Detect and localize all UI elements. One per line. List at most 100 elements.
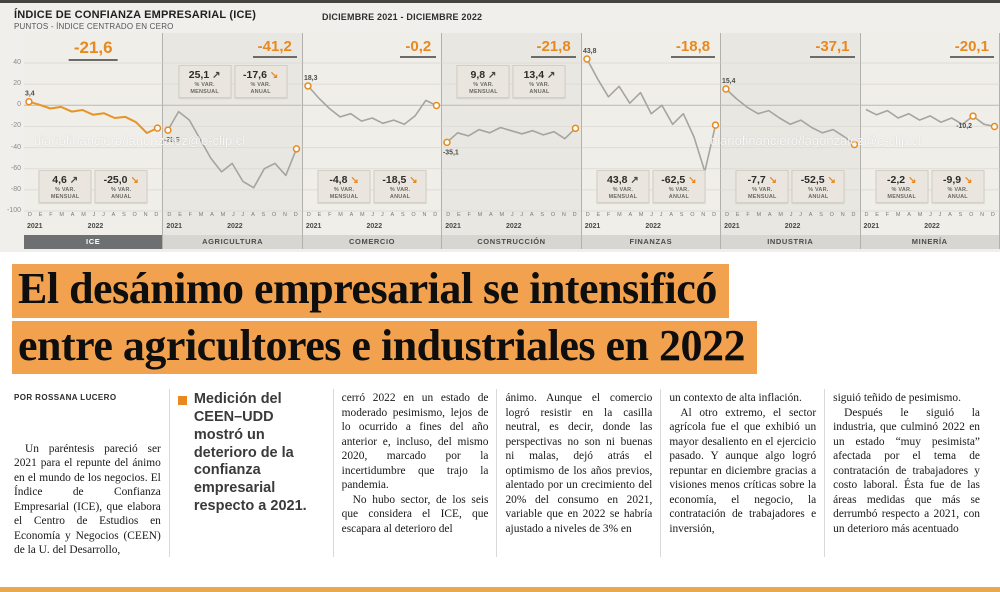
stat-value: -25,0 ↘ [103,174,139,186]
stat-label: % VAR. [668,187,690,193]
bottom-strip [0,587,1000,592]
sector-sparkline: 18,3 [302,62,442,212]
stat-box: -9,9 ↘% VAR. ANUAL [931,170,985,203]
stat-value: -2,2 ↘ [887,174,917,186]
article-column: cerró 2022 en un estado de moderado pesi… [332,389,497,558]
y-axis-tick: -80 [10,185,21,193]
year-label: 2021 [305,223,322,230]
svg-text:18,3: 18,3 [304,75,318,82]
sector-tab-finanzas: FINANZAS [581,235,721,249]
svg-text:15,4: 15,4 [722,78,736,85]
article-paragraph: ánimo. Aunque el comercio logró resistir… [505,392,653,535]
stat-value: 43,8 ↗ [607,174,639,186]
stat-label: MENSUAL [329,194,359,200]
year-label: 2021 [445,223,461,230]
stat-value: -17,6 ↘ [243,69,279,81]
article-paragraph: siguió teñido de pesimismo. [833,392,961,405]
variation-boxes: 43,8 ↗% VAR. MENSUAL -62,5 ↘% VAR. ANUAL [596,170,706,203]
article-paragraph: Un paréntesis pareció ser 2021 para el r… [14,442,161,556]
y-axis-tick: 40 [13,59,21,66]
bullet-square-icon [177,396,187,406]
year-label: 2021 [724,223,740,230]
down-arrow-icon: ↘ [964,175,973,186]
chart-title: ÍNDICE DE CONFIANZA EMPRESARIAL (ICE) [14,9,257,21]
stat-label: % VAR. [808,187,829,193]
svg-text:3,4: 3,4 [25,91,35,98]
stat-label: ANUAL [529,89,550,95]
chart-panel-ice: -21,6 3,4 4,6 ↗% VAR. MENSUAL -25,0 ↘% VAR. A… [24,33,163,249]
article-columns: POR ROSSANA LUCERO Un paréntesis pareció … [0,383,1000,558]
y-axis: 40 20 0 -20 -40 -60 -80 -100 [0,33,24,249]
y-axis-tick: 20 [13,80,21,88]
article-paragraph: cerró 2022 en un estado de moderado pesi… [341,392,489,492]
stat-label: % VAR. [891,187,912,193]
sector-tab-comercio: COMERCIO [302,235,442,249]
down-arrow-icon: ↘ [768,175,778,186]
headline-line1: El desánimo empresarial se intensificó [12,264,729,318]
article-paragraph: Al otro extremo, el sector agrícola fue … [669,406,817,535]
down-arrow-icon: ↘ [350,175,359,186]
article-column: POR ROSSANA LUCERO Un paréntesis pareció … [12,389,169,557]
sector-latest-value: -20,1 [949,38,994,58]
stat-value: -52,5 ↘ [800,174,836,186]
stat-box: -7,7 ↘% VAR. MENSUAL [735,170,789,203]
stat-label: MENSUAL [50,194,80,200]
stat-box: -17,6 ↘% VAR. ANUAL [234,65,288,98]
down-arrow-icon: ↘ [409,175,418,186]
stat-box: -62,5 ↘% VAR. ANUAL [652,170,706,203]
stat-label: % VAR. [55,187,76,193]
variation-boxes: -2,2 ↘% VAR. MENSUAL -9,9 ↘% VAR. ANUAL [875,170,985,203]
variation-boxes: -4,8 ↘% VAR. MENSUAL -18,5 ↘% VAR. ANUAL [317,170,427,203]
article-paragraph: un contexto de alta inflación. [669,392,802,405]
callout: Medición del CEEN–UDD mostró un deterior… [177,391,325,515]
down-arrow-icon: ↘ [130,175,139,186]
chart-panel-minería: -20,1 -10,2 -2,2 ↘% VAR. MENSUAL -9,9 ↘% VAR… [859,33,1000,249]
sector-tab-minería: MINERÍA [860,235,999,249]
stat-value: 13,4 ↗ [523,69,556,81]
article-column: un contexto de alta inflación. Al otro ex… [660,389,824,558]
down-arrow-icon: ↘ [269,70,279,81]
sector-tab-industria: INDUSTRIA [721,235,860,249]
callout-text: Medición del CEEN–UDD mostró un deterior… [193,391,307,514]
stat-box: 4,6 ↗% VAR. MENSUAL [38,170,92,203]
stat-value: 4,6 ↗ [52,174,79,186]
stat-label: % VAR. [111,187,132,193]
year-label: 2022 [784,223,801,230]
svg-text:-10,2: -10,2 [956,123,972,130]
stat-value: -18,5 ↘ [382,174,418,186]
stat-label: MENSUAL [190,89,219,95]
svg-text:-23,5: -23,5 [164,137,180,144]
sector-sparkline: -35,1 [442,62,581,212]
year-label: 2022 [645,223,661,230]
article-column: siguió teñido de pesimismo. Después le si… [824,389,988,558]
stat-label: % VAR. [194,82,215,88]
variation-boxes: 9,8 ↗% VAR. MENSUAL 13,4 ↗% VAR. ANUAL [456,65,566,98]
up-arrow-icon: ↗ [630,175,639,186]
stat-label: ANUAL [668,194,690,200]
article-column: ánimo. Aunque el comercio logró resistir… [496,389,660,558]
year-label: 2022 [227,223,243,230]
svg-text:-35,1: -35,1 [443,149,459,156]
y-axis-tick: 0 [17,101,21,109]
stat-box: 43,8 ↗% VAR. MENSUAL [596,170,650,203]
chart-panel-construcción: -21,8 -35,1 9,8 ↗% VAR. MENSUAL 13,4 ↗% VAR.… [441,33,581,249]
article-paragraph: No hubo sector, de los seis que consider… [341,493,489,535]
chart-panel-finanzas: -18,8 43,8 43,8 ↗% VAR. MENSUAL -62,5 ↘% VAR… [580,33,721,249]
stat-label: % VAR. [473,82,494,88]
year-label: 2022 [505,223,522,230]
byline: POR ROSSANA LUCERO [14,393,117,403]
year-label: 2022 [87,223,104,230]
variation-boxes: 25,1 ↗% VAR. MENSUAL -17,6 ↘% VAR. ANUAL [178,65,288,98]
sector-latest-value: -21,8 [531,38,576,58]
stat-value: -7,7 ↘ [747,174,778,186]
stat-label: MENSUAL [748,194,777,200]
up-arrow-icon: ↗ [488,70,497,81]
sector-latest-value: -0,2 [400,38,437,58]
y-axis-tick: -20 [10,122,21,130]
stat-label: ANUAL [250,89,271,95]
chart-panel-industria: -37,1 15,4 -7,7 ↘% VAR. MENSUAL -52,5 ↘% VAR… [720,33,860,249]
variation-boxes: -7,7 ↘% VAR. MENSUAL -52,5 ↘% VAR. ANUAL [735,170,845,203]
